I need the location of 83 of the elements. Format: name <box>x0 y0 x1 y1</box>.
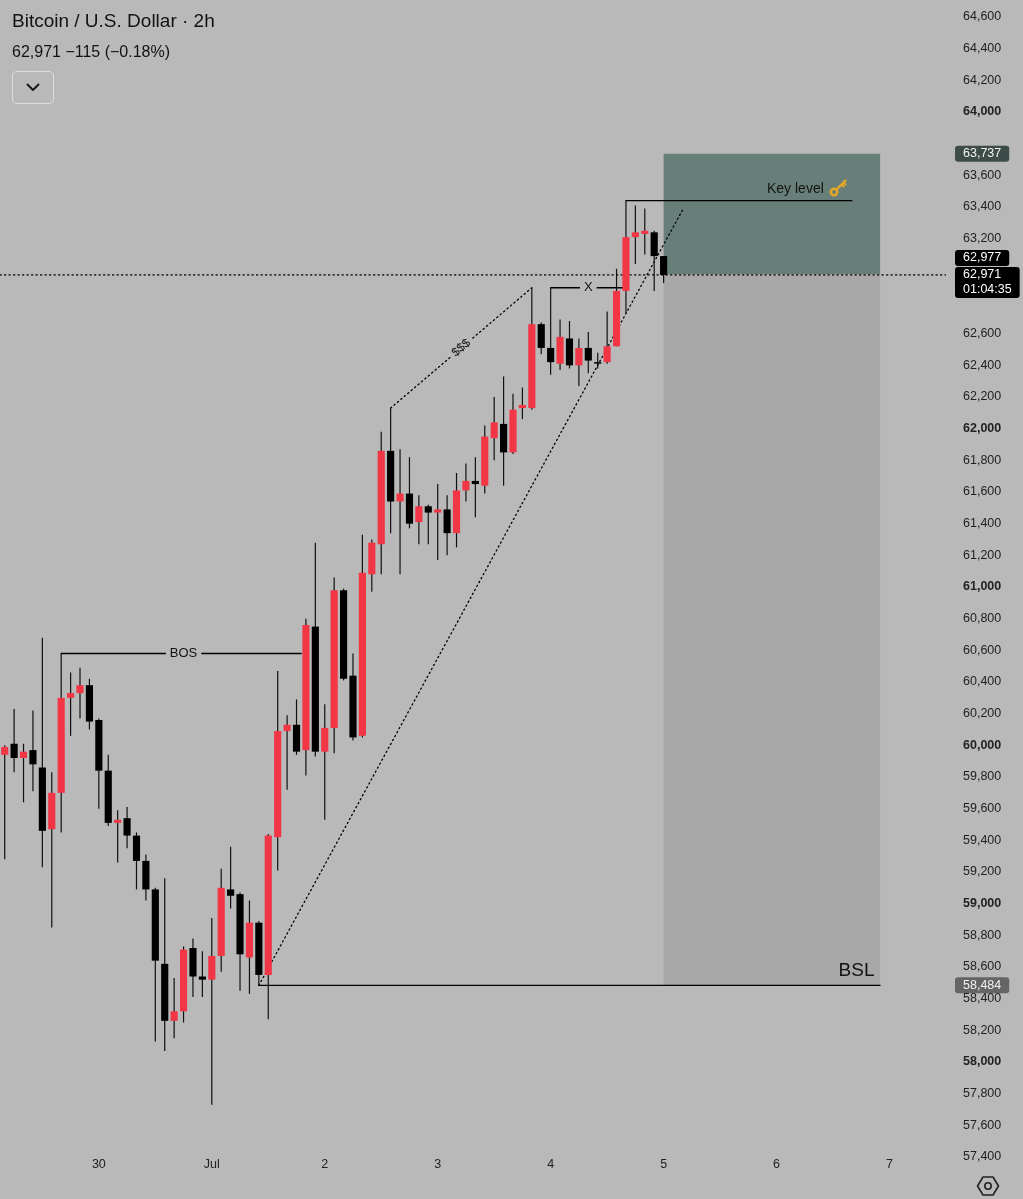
y-tick-label: 58,400 <box>963 991 1002 1006</box>
x-tick-label: Jul <box>203 1156 220 1171</box>
y-tick-label: 59,000 <box>963 896 1002 911</box>
text: 01:04:35 <box>963 282 1012 297</box>
candlestick <box>123 806 131 849</box>
y-tick-label: 64,000 <box>963 104 1002 119</box>
candlestick <box>1 744 9 860</box>
candlestick <box>114 809 122 864</box>
candlestick <box>10 708 18 773</box>
y-tick-label: 59,600 <box>963 801 1002 816</box>
x-tick-label: 2 <box>321 1156 329 1171</box>
y-tick-label: 60,000 <box>963 737 1002 752</box>
text: 62,977 <box>963 250 1002 265</box>
y-tick-label: 62,000 <box>963 421 1002 436</box>
x-tick-label: 5 <box>660 1156 668 1171</box>
y-tick-label: 61,000 <box>963 579 1002 594</box>
y-tick-label: 57,800 <box>963 1086 1002 1101</box>
candlestick <box>584 331 592 374</box>
y-tick-label: 58,600 <box>963 959 1002 974</box>
y-tick-label: 59,200 <box>963 864 1002 879</box>
candlestick <box>490 396 498 461</box>
text: 62,971 −115 (−0.18%) <box>12 43 171 61</box>
candlestick <box>198 950 206 998</box>
y-tick-label: 63,400 <box>963 199 1002 214</box>
y-tick-label: 64,400 <box>963 41 1002 56</box>
candlestick <box>67 671 75 737</box>
annotation: BSL <box>838 959 875 981</box>
y-tick-label: 60,400 <box>963 674 1002 689</box>
x-tick-label: 30 <box>91 1156 106 1171</box>
y-tick-label: 60,200 <box>963 706 1002 721</box>
y-tick-label: 62,600 <box>963 326 1002 341</box>
y-tick-label: 58,484 <box>963 977 1002 992</box>
y-tick-label: 57,400 <box>963 1149 1002 1164</box>
y-tick-label: 61,800 <box>963 452 1002 467</box>
candlestick <box>537 321 545 355</box>
annotation: BOS <box>169 645 198 661</box>
candlestick <box>396 448 404 575</box>
candlestick <box>631 204 639 265</box>
ref-line-label: 62,971 <box>963 267 1002 282</box>
x-tick-label: 6 <box>773 1156 781 1171</box>
candlestick <box>603 310 611 365</box>
candlestick <box>518 386 526 420</box>
candlestick <box>321 703 329 821</box>
candlestick <box>462 462 470 503</box>
candlestick <box>415 494 423 545</box>
y-tick-label: 64,200 <box>963 72 1002 87</box>
y-tick-label: 63,737 <box>963 146 1002 161</box>
candlestick <box>29 709 37 792</box>
candlestick <box>575 337 583 387</box>
annotation: Key level <box>766 179 824 196</box>
annotation: X <box>583 279 593 295</box>
y-tick-label: 61,200 <box>963 547 1002 562</box>
annotation: $$$ <box>448 335 474 360</box>
candlestick <box>227 846 235 910</box>
y-tick-label: 62,200 <box>963 389 1002 404</box>
y-tick-label: 57,600 <box>963 1117 1002 1132</box>
y-tick-label: 64,600 <box>963 9 1002 24</box>
y-tick-label: 59,800 <box>963 769 1002 784</box>
y-tick-label: 63,200 <box>963 231 1002 246</box>
candlestick <box>170 977 178 1039</box>
candlestick <box>471 456 479 518</box>
x-tick-label: 7 <box>886 1156 894 1171</box>
x-tick-label: 3 <box>434 1156 442 1171</box>
candlestick <box>434 483 442 561</box>
y-tick-label: 58,200 <box>963 1022 1002 1037</box>
candlestick <box>208 917 216 1106</box>
candlestick <box>641 207 649 256</box>
candlestick <box>76 667 84 720</box>
y-tick-label: 63,600 <box>963 167 1002 182</box>
y-tick-label: 59,400 <box>963 832 1002 847</box>
y-tick-label: 58,800 <box>963 927 1002 942</box>
x-tick-label: 4 <box>547 1156 555 1171</box>
candlestick <box>443 494 451 556</box>
y-tick-label: 61,400 <box>963 516 1002 531</box>
y-tick-label: 60,800 <box>963 611 1002 626</box>
y-tick-label: 62,400 <box>963 357 1002 372</box>
chart-title: Bitcoin / U.S. Dollar · 2h <box>12 10 215 32</box>
y-tick-label: 60,600 <box>963 642 1002 657</box>
candlestick <box>19 743 28 803</box>
y-tick-label: 61,600 <box>963 484 1002 499</box>
candlestick <box>283 714 291 791</box>
candlestick <box>424 504 432 545</box>
y-tick-label: 58,000 <box>963 1054 1002 1069</box>
